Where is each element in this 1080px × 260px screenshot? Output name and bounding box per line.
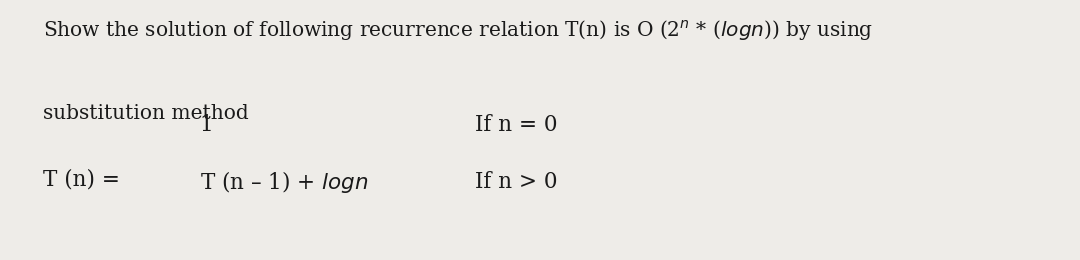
Text: If n = 0: If n = 0: [475, 114, 557, 136]
Text: Show the solution of following recurrence relation T(n) is O (2$^n$ * ($\it{logn: Show the solution of following recurrenc…: [43, 18, 874, 42]
Text: 1: 1: [200, 114, 214, 136]
Text: T (n) =: T (n) =: [43, 168, 120, 190]
Text: If n > 0: If n > 0: [475, 171, 557, 193]
Text: T (n – 1) + $\it{logn}$: T (n – 1) + $\it{logn}$: [200, 169, 368, 195]
Text: substitution method: substitution method: [43, 104, 249, 123]
